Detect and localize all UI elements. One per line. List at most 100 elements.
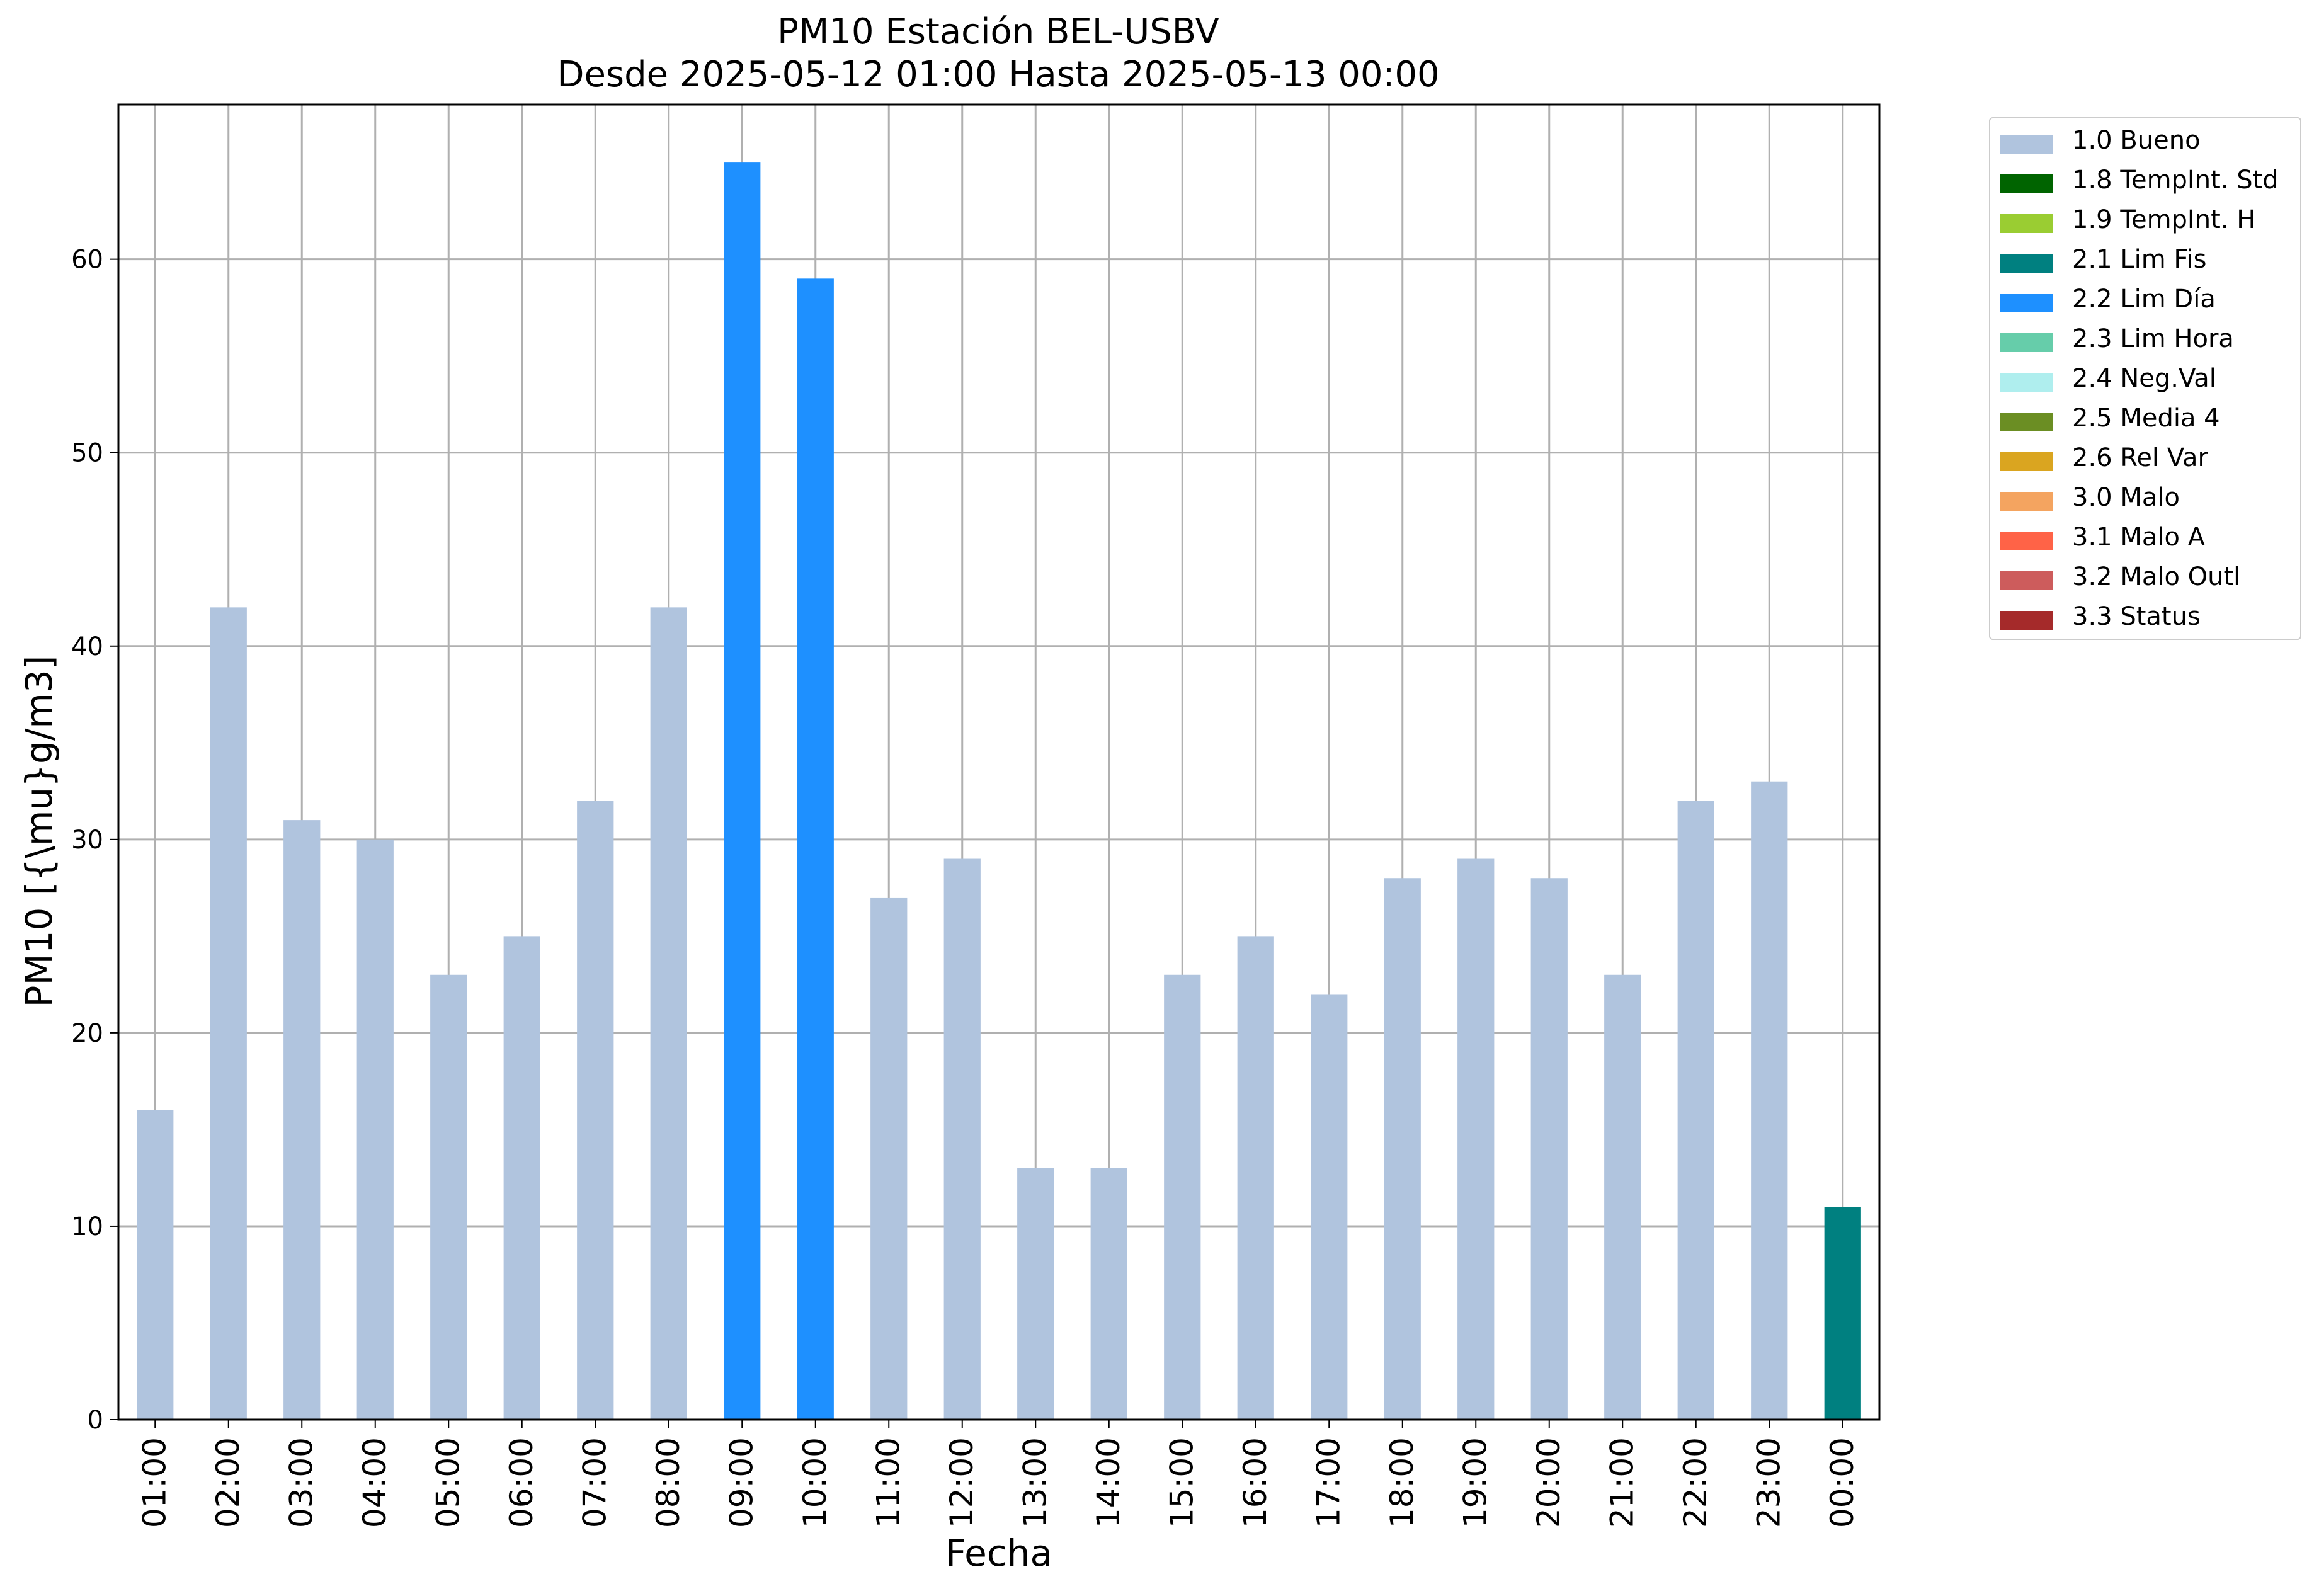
legend-label: 2.4 Neg.Val — [2072, 364, 2216, 393]
x-tick-label: 22:00 — [1677, 1437, 1714, 1528]
x-tick-label: 00:00 — [1824, 1437, 1860, 1528]
legend-item: 2.4 Neg.Val — [1990, 362, 2300, 401]
x-tick-label: 07:00 — [576, 1437, 613, 1528]
y-tick-label: 10 — [71, 1212, 103, 1241]
bar — [430, 974, 467, 1420]
legend-item: 2.2 Lim Día — [1990, 282, 2300, 322]
x-tick-label: 19:00 — [1457, 1437, 1493, 1528]
x-tick-label: 21:00 — [1604, 1437, 1640, 1528]
legend-swatch — [2000, 452, 2053, 471]
bar — [137, 1110, 174, 1420]
y-tick-label: 60 — [71, 246, 103, 275]
x-tick-label: 15:00 — [1163, 1437, 1200, 1528]
bar — [1604, 974, 1641, 1420]
bar — [577, 801, 614, 1420]
legend-swatch — [2000, 254, 2053, 273]
x-tick-label: 10:00 — [797, 1437, 833, 1528]
bar — [943, 858, 981, 1420]
legend-swatch — [2000, 214, 2053, 233]
bar — [1751, 781, 1788, 1420]
legend-item: 2.1 Lim Fis — [1990, 242, 2300, 282]
y-tick-label: 40 — [71, 632, 103, 661]
legend-item: 2.3 Lim Hora — [1990, 322, 2300, 362]
legend-label: 2.3 Lim Hora — [2072, 324, 2234, 353]
y-tick-label: 50 — [71, 439, 103, 468]
legend-item: 3.0 Malo — [1990, 481, 2300, 520]
x-tick-label: 11:00 — [870, 1437, 906, 1528]
legend-swatch — [2000, 571, 2053, 590]
bar — [1824, 1207, 1861, 1420]
legend-label: 1.9 TempInt. H — [2072, 205, 2256, 234]
legend-swatch — [2000, 492, 2053, 511]
chart-subtitle: Desde 2025-05-12 01:00 Hasta 2025-05-13 … — [557, 54, 1440, 95]
x-tick-label: 02:00 — [210, 1437, 246, 1528]
legend-swatch — [2000, 413, 2053, 431]
legend-swatch — [2000, 333, 2053, 352]
legend-label: 3.2 Malo Outl — [2072, 562, 2241, 591]
legend-item: 1.8 TempInt. Std — [1990, 163, 2300, 203]
bar — [283, 820, 321, 1420]
x-tick-label: 17:00 — [1310, 1437, 1347, 1528]
x-tick-label: 01:00 — [136, 1437, 173, 1528]
legend-swatch — [2000, 294, 2053, 312]
bar — [1311, 994, 1348, 1420]
x-tick-label: 18:00 — [1384, 1437, 1420, 1528]
chart-title: PM10 Estación BEL-USBV — [777, 11, 1219, 52]
bar — [503, 936, 540, 1420]
x-tick-label: 05:00 — [430, 1437, 466, 1528]
bar — [1090, 1168, 1127, 1420]
legend-label: 2.5 Media 4 — [2072, 404, 2220, 433]
x-tick-label: 16:00 — [1237, 1437, 1273, 1528]
bar — [1017, 1168, 1054, 1420]
legend-swatch — [2000, 373, 2053, 392]
x-tick-label: 08:00 — [650, 1437, 687, 1528]
x-tick-label: 12:00 — [943, 1437, 980, 1528]
legend-item: 3.3 Status — [1990, 600, 2300, 639]
y-tick-label: 20 — [71, 1019, 103, 1048]
x-tick-label: 03:00 — [283, 1437, 319, 1528]
bar — [1530, 878, 1568, 1420]
legend-label: 2.1 Lim Fis — [2072, 245, 2207, 274]
legend-label: 2.2 Lim Día — [2072, 285, 2216, 314]
bar — [724, 162, 761, 1420]
x-axis-label: Fecha — [945, 1532, 1053, 1575]
legend-label: 2.6 Rel Var — [2072, 443, 2208, 472]
legend-label: 3.0 Malo — [2072, 483, 2180, 512]
legend-swatch — [2000, 135, 2053, 154]
y-axis-label: PM10 [{\mu}g/m3] — [18, 655, 60, 1008]
x-tick-label: 23:00 — [1750, 1437, 1787, 1528]
x-tick-label: 14:00 — [1090, 1437, 1127, 1528]
legend-item: 2.6 Rel Var — [1990, 441, 2300, 481]
legend-item: 1.9 TempInt. H — [1990, 203, 2300, 242]
legend-swatch — [2000, 532, 2053, 550]
legend-swatch — [2000, 611, 2053, 630]
legend-label: 1.8 TempInt. Std — [2072, 166, 2279, 195]
y-tick-label: 0 — [88, 1406, 103, 1435]
plot-frame — [117, 103, 1881, 1421]
bar — [870, 897, 908, 1420]
bar — [1237, 936, 1274, 1420]
x-tick-label: 04:00 — [356, 1437, 393, 1528]
x-tick-label: 09:00 — [723, 1437, 760, 1528]
y-tick-label: 30 — [71, 826, 103, 855]
legend-label: 1.0 Bueno — [2072, 126, 2201, 155]
legend-label: 3.3 Status — [2072, 602, 2201, 631]
bar — [1384, 878, 1421, 1420]
bar — [1457, 858, 1495, 1420]
legend-item: 3.2 Malo Outl — [1990, 560, 2300, 600]
legend-swatch — [2000, 174, 2053, 193]
x-tick-label: 06:00 — [503, 1437, 540, 1528]
x-tick-label: 20:00 — [1530, 1437, 1567, 1528]
bar — [1677, 801, 1714, 1420]
legend-item: 3.1 Malo A — [1990, 520, 2300, 560]
legend-label: 3.1 Malo A — [2072, 523, 2206, 552]
legend-item: 2.5 Media 4 — [1990, 401, 2300, 441]
bar — [797, 278, 834, 1420]
bar — [356, 839, 394, 1420]
bar — [650, 607, 687, 1420]
x-tick-label: 13:00 — [1017, 1437, 1053, 1528]
legend: 1.0 Bueno 1.8 TempInt. Std 1.9 TempInt. H 2… — [1989, 117, 2301, 640]
legend-item: 1.0 Bueno — [1990, 123, 2300, 163]
bar — [210, 607, 247, 1420]
